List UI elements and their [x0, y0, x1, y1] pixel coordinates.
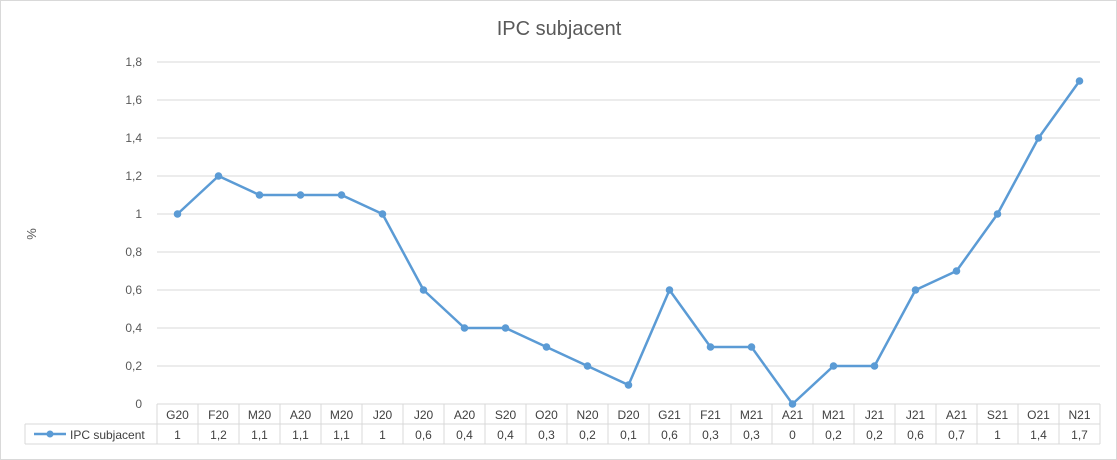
data-label: 0,3: [743, 428, 760, 442]
x-tick-label: M21: [822, 408, 846, 422]
data-point: [378, 210, 387, 218]
data-label: 0,2: [579, 428, 596, 442]
x-tick-label: J21: [865, 408, 885, 422]
data-label: 0,6: [907, 428, 924, 442]
x-tick-label: N20: [576, 408, 598, 422]
data-label: 0,4: [456, 428, 473, 442]
data-point: [870, 362, 879, 370]
y-tick-label: 1,2: [125, 169, 142, 183]
data-label: 0,6: [661, 428, 678, 442]
y-tick-label: 0,4: [125, 321, 142, 335]
x-tick-label: J21: [906, 408, 926, 422]
data-point: [255, 191, 264, 199]
series-ipc-subjacent: [173, 77, 1084, 408]
x-tick-label: S21: [987, 408, 1009, 422]
x-tick-label: A20: [454, 408, 476, 422]
y-tick-label: 1: [135, 207, 142, 221]
y-tick-label: 0: [135, 397, 142, 411]
data-label: 0,7: [948, 428, 965, 442]
data-label: 1,1: [251, 428, 268, 442]
x-tick-label: M20: [248, 408, 272, 422]
data-label: 1,2: [210, 428, 227, 442]
y-tick-label: 1,6: [125, 93, 142, 107]
legend-entry: IPC subjacent: [34, 428, 145, 442]
x-tick-label: A20: [290, 408, 312, 422]
legend-label: IPC subjacent: [70, 428, 145, 442]
data-point: [419, 286, 428, 294]
data-label: 1,4: [1030, 428, 1047, 442]
x-tick-label: A21: [946, 408, 968, 422]
data-table: G20 1 F20 1,2 M20 1,1 A20 1,1 M20 1,1 J20 1 J20 0,6 A2…: [24, 403, 1101, 445]
data-label: 1: [174, 428, 181, 442]
data-point: [337, 191, 346, 199]
x-tick-label: O20: [535, 408, 558, 422]
data-point: [706, 343, 715, 351]
data-label: 0,3: [538, 428, 555, 442]
data-point: [1034, 134, 1043, 142]
data-point: [214, 172, 223, 180]
data-point: [911, 286, 920, 294]
y-tick-label: 0,6: [125, 283, 142, 297]
data-point: [788, 400, 797, 408]
x-tick-label: N21: [1068, 408, 1090, 422]
x-tick-label: G20: [166, 408, 189, 422]
y-tick-label: 0,2: [125, 359, 142, 373]
y-tick-label: 0,8: [125, 245, 142, 259]
y-tick-labels: 0 0,2 0,4 0,6 0,8 1 1,2 1,4 1,6 1,8: [125, 55, 142, 411]
data-label: 0,6: [415, 428, 432, 442]
chart-title: IPC subjacent: [497, 18, 622, 40]
data-point: [583, 362, 592, 370]
data-label: 1,1: [333, 428, 350, 442]
x-tick-label: M21: [740, 408, 764, 422]
data-point: [993, 210, 1002, 218]
data-point: [665, 286, 674, 294]
data-point: [747, 343, 756, 351]
data-point: [460, 324, 469, 332]
data-label: 1,1: [292, 428, 309, 442]
x-tick-label: F20: [208, 408, 229, 422]
data-label: 1,7: [1071, 428, 1088, 442]
data-label: 0: [789, 428, 796, 442]
legend-marker: [46, 430, 54, 438]
data-label: 0,4: [497, 428, 514, 442]
data-point: [1075, 77, 1084, 85]
data-label: 0,2: [825, 428, 842, 442]
x-tick-label: F21: [700, 408, 721, 422]
x-tick-label: J20: [414, 408, 434, 422]
gridlines: [157, 61, 1100, 367]
x-tick-label: A21: [782, 408, 804, 422]
data-label: 0,1: [620, 428, 637, 442]
y-tick-label: 1,8: [125, 55, 142, 69]
x-tick-label: O21: [1027, 408, 1050, 422]
data-point: [624, 381, 633, 389]
data-label: 1: [994, 428, 1001, 442]
y-tick-label: 1,4: [125, 131, 142, 145]
x-tick-label: J20: [373, 408, 393, 422]
x-tick-label: D20: [617, 408, 639, 422]
data-point: [296, 191, 305, 199]
y-axis-label: %: [24, 228, 39, 240]
data-point: [952, 267, 961, 275]
data-point: [829, 362, 838, 370]
series-line: [176, 80, 1081, 406]
data-label: 1: [379, 428, 386, 442]
x-tick-label: G21: [658, 408, 681, 422]
data-point: [501, 324, 510, 332]
x-tick-label: S20: [495, 408, 517, 422]
data-label: 0,3: [702, 428, 719, 442]
data-point: [173, 210, 182, 218]
x-tick-label: M20: [330, 408, 354, 422]
data-point: [542, 343, 551, 351]
data-label: 0,2: [866, 428, 883, 442]
